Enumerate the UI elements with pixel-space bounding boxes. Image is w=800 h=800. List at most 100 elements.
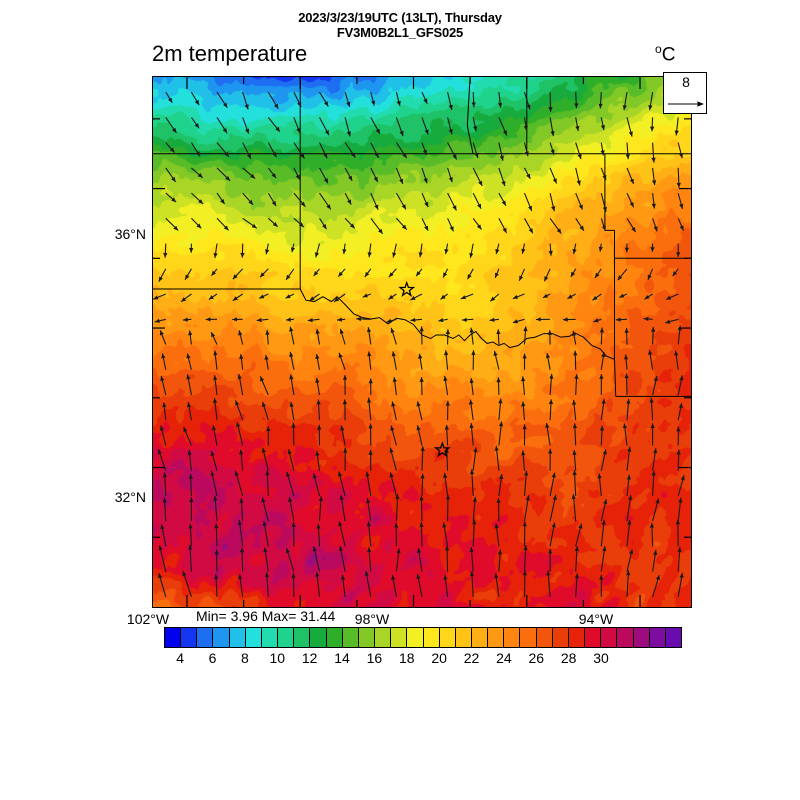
wind-vector-head [394, 522, 399, 528]
colorbar-cell [520, 628, 537, 647]
colorbar-cell [278, 628, 295, 647]
wind-vector-head [676, 252, 681, 257]
wind-vector-head [420, 446, 425, 451]
wind-vector-head [422, 149, 427, 155]
wind-vector-head [674, 350, 679, 356]
wind-vector-head [224, 151, 229, 157]
wind-vector-head [499, 155, 504, 161]
wind-vector-head [602, 175, 607, 181]
wind-vector-head [375, 128, 380, 134]
wind-vector-head [338, 545, 344, 551]
wind-vector-head [675, 519, 680, 525]
wind-vector-head [443, 472, 448, 478]
wind-vector-head [362, 293, 368, 298]
wind-vector-head [523, 326, 528, 332]
wind-vector-head [521, 248, 526, 254]
wind-vector-head [340, 425, 345, 431]
wind-vector-head [572, 423, 578, 429]
wind-vector-head [494, 523, 499, 529]
wind-vector-head [396, 548, 401, 554]
wind-vector-head [599, 425, 605, 431]
wind-vector-head [601, 398, 606, 404]
wind-vector-head [232, 274, 238, 280]
wind-vector-head [643, 316, 649, 322]
wind-vector-head [674, 130, 679, 136]
wind-vector-head [445, 494, 450, 500]
wind-vector-head [419, 377, 424, 382]
colorbar-tick: 26 [528, 650, 545, 666]
colorbar[interactable]: 4 6 8 10 12 14 16 18 20 22 24 26 28 30 [164, 627, 682, 666]
map-plot-area[interactable] [152, 76, 692, 608]
wind-vector-head [548, 448, 553, 454]
wind-vector-head [314, 252, 319, 258]
wind-vector-head [573, 350, 578, 356]
wind-vector-head [653, 226, 658, 232]
axis-ticks [153, 77, 691, 607]
wind-vector-head [210, 451, 215, 457]
wind-vector-head [572, 399, 577, 405]
wind-vector-head [374, 204, 379, 210]
wind-vector-head [194, 123, 200, 129]
wind-vector-head [181, 297, 187, 302]
wind-vector-head [490, 296, 496, 302]
wind-vector-head [367, 397, 372, 403]
colorbar-cell [310, 628, 327, 647]
wind-vector-head [323, 153, 328, 159]
wind-vector-head [316, 523, 321, 529]
wind-vector-head [208, 295, 214, 300]
wind-vector-head [676, 449, 681, 455]
wind-vector-head [469, 252, 474, 258]
colorbar-cell [197, 628, 214, 647]
wind-vector-head [338, 521, 343, 527]
wind-vector-head [342, 399, 347, 405]
wind-vector-head [322, 224, 327, 230]
wind-vector-head [522, 353, 527, 359]
wind-vector-head [263, 547, 268, 553]
wind-vector-head [396, 100, 401, 106]
wind-vector-head [626, 398, 631, 404]
colorbar-cell [665, 628, 681, 647]
wind-vector-head [182, 317, 188, 322]
wind-vector-head [622, 105, 627, 111]
wind-vector-head [300, 201, 306, 207]
wind-vector-head [239, 449, 244, 455]
wind-vector-head [246, 153, 251, 159]
colorbar-cell [649, 628, 666, 647]
wind-vector-head [401, 204, 406, 210]
wind-vector-head [296, 127, 301, 134]
wind-vector-head [562, 317, 568, 322]
wind-vector-head [182, 571, 187, 577]
wind-vector-head [525, 495, 530, 501]
colorbar-cell [165, 628, 182, 647]
wind-vector-head [348, 175, 353, 181]
wind-vector-head [367, 351, 372, 357]
wind-vector-head [317, 424, 322, 430]
wind-vector-head [211, 270, 216, 276]
wind-vector-head [650, 247, 655, 252]
wind-vector-head [552, 494, 557, 500]
wind-vector-head [494, 445, 499, 451]
wind-vector-head [545, 353, 551, 359]
wind-vector-head [251, 223, 257, 229]
wind-vector-head [266, 426, 271, 431]
wind-vector-head [677, 547, 682, 552]
colorbar-cell [633, 628, 650, 647]
degree-symbol: o [655, 42, 662, 56]
colorbar-tick: 18 [399, 650, 415, 666]
colorbar-tick: 16 [366, 650, 383, 666]
wind-vector-head [232, 296, 238, 301]
wind-vector-head [445, 329, 450, 335]
wind-vector-head [211, 332, 216, 338]
wind-vector-head [265, 330, 270, 335]
wind-vector-head [578, 523, 583, 529]
wind-vector-head [291, 522, 296, 527]
wind-vector-head [373, 176, 378, 182]
wind-vector-head [265, 249, 270, 255]
wind-vector-head [388, 295, 394, 300]
wind-vector-head [615, 317, 621, 322]
wind-vector-head [676, 426, 681, 432]
wind-vector-head [601, 225, 606, 231]
wind-vector-head [556, 228, 562, 234]
wind-vector-head [225, 176, 231, 181]
colorbar-cell [391, 628, 408, 647]
